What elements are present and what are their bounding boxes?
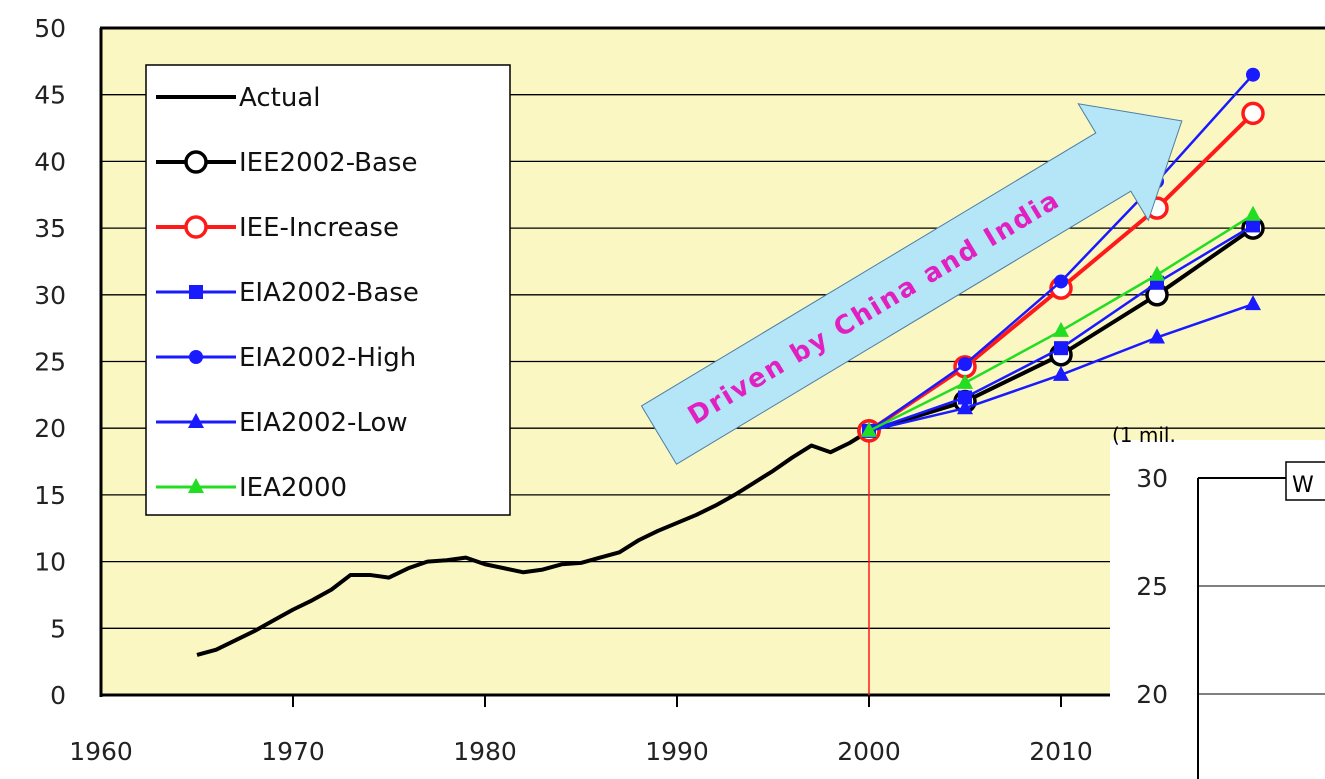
series-actual xyxy=(196,429,871,657)
legend-item-iea2000: IEA2000 xyxy=(156,473,347,503)
legend-item-eia2002-low: EIA2002-Low xyxy=(156,408,408,438)
legend-swatch-marker xyxy=(189,350,203,364)
data-point-eia2002-high xyxy=(1246,67,1260,82)
inset-y-tick-label: 25 xyxy=(1136,572,1168,601)
legend-items: Actual IEE2002-Base IEE-Increase EIA2002-Ba… xyxy=(156,83,419,503)
y-axis-ticks: 0 5 10 15 20 25 30 35 40 45 50 xyxy=(34,14,66,710)
legend: Actual IEE2002-Base IEE-Increase EIA2002-Ba… xyxy=(145,64,511,516)
legend-label: IEE2002-Base xyxy=(239,148,417,178)
legend-label: Actual xyxy=(239,83,320,113)
data-point-eia2002-base xyxy=(1054,341,1068,356)
legend-label: IEE-Increase xyxy=(239,213,399,243)
inset-box-label: W xyxy=(1292,473,1314,498)
data-point-eia2002-high xyxy=(1054,274,1068,289)
legend-label: EIA2002-Low xyxy=(239,408,408,438)
legend-label: IEA2000 xyxy=(239,473,347,503)
data-point-eia2002-base xyxy=(1246,218,1260,233)
legend-swatch-marker xyxy=(188,478,204,493)
annotation-arrow-shape xyxy=(640,103,1183,465)
x-axis-ticks: 1960 1970 1980 1990 2000 2010 xyxy=(69,737,1093,766)
data-point-iea2000 xyxy=(1053,321,1069,337)
data-point-eia2002-low xyxy=(957,399,973,415)
data-point-eia2002-high xyxy=(958,357,972,372)
y-tick-label: 5 xyxy=(50,614,66,643)
series-iea2000 xyxy=(861,205,1261,437)
data-point-iee-increase xyxy=(1241,101,1265,126)
legend-item-iee2002-base: IEE2002-Base xyxy=(156,148,417,178)
legend-label: EIA2002-High xyxy=(239,343,416,373)
series-line-actual xyxy=(196,429,871,657)
legend-swatch-marker xyxy=(184,215,208,239)
y-tick-label: 40 xyxy=(34,147,66,176)
inset-unit-label: (1 mil. xyxy=(1112,423,1176,447)
y-tick-label: 25 xyxy=(34,348,66,377)
legend-item-eia2002-high: EIA2002-High xyxy=(156,343,416,373)
legend-swatch-marker xyxy=(188,413,204,428)
x-tick-label: 1990 xyxy=(645,737,709,766)
y-tick-label: 35 xyxy=(34,214,66,243)
data-point-eia2002-low xyxy=(1149,328,1165,344)
legend-label: EIA2002-Base xyxy=(239,278,419,308)
legend-item-actual: Actual xyxy=(156,83,320,113)
legend-swatch-marker xyxy=(184,150,208,174)
data-point-iea2000 xyxy=(1149,265,1165,281)
x-tick-label: 2000 xyxy=(837,737,901,766)
data-point-eia2002-low xyxy=(1245,295,1261,311)
data-point-eia2002-low xyxy=(1053,365,1069,381)
inset-chart: (1 mil. 20 25 30 W xyxy=(1110,423,1325,779)
x-tick-label: 2010 xyxy=(1029,737,1093,766)
legend-item-iee-increase: IEE-Increase xyxy=(156,213,399,243)
y-tick-label: 50 xyxy=(34,14,66,43)
legend-box xyxy=(145,64,511,516)
series-group xyxy=(196,67,1265,657)
y-tick-label: 15 xyxy=(34,481,66,510)
inset-y-tick-label: 20 xyxy=(1136,680,1168,709)
data-point-eia2002-base xyxy=(958,390,972,405)
x-axis-tick-marks xyxy=(292,695,1062,707)
y-tick-label: 30 xyxy=(34,281,66,310)
y-tick-label: 20 xyxy=(34,414,66,443)
data-point-iea2000 xyxy=(861,421,877,437)
inset-y-axis-ticks: 20 25 30 xyxy=(1136,464,1168,709)
y-tick-label: 45 xyxy=(34,81,66,110)
legend-swatch-marker xyxy=(189,285,203,299)
data-point-iea2000 xyxy=(957,373,973,389)
y-tick-label: 10 xyxy=(34,548,66,577)
x-tick-label: 1980 xyxy=(453,737,517,766)
legend-item-eia2002-base: EIA2002-Base xyxy=(156,278,419,308)
inset-y-tick-label: 30 xyxy=(1136,464,1168,493)
data-point-iea2000 xyxy=(1245,205,1261,221)
inset-box xyxy=(1285,461,1325,501)
x-tick-label: 1960 xyxy=(69,737,133,766)
x-tick-label: 1970 xyxy=(261,737,325,766)
y-tick-label: 0 xyxy=(50,681,66,710)
